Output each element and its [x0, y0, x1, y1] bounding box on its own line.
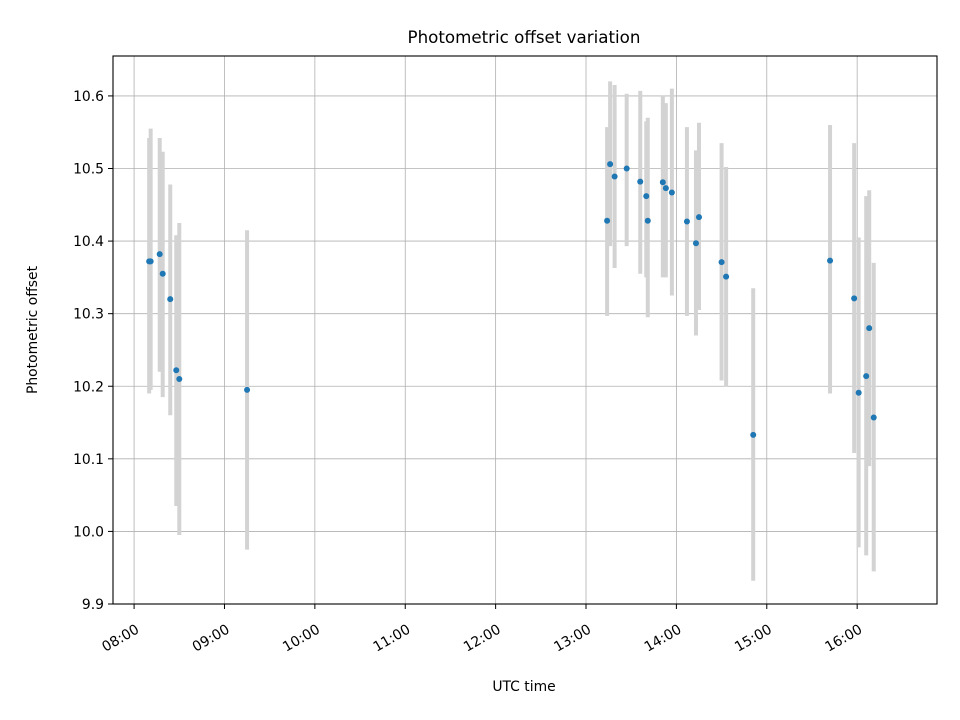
chart-title: Photometric offset variation [408, 27, 641, 47]
data-point [662, 185, 669, 192]
grid [113, 56, 937, 605]
data-point [870, 414, 877, 421]
plot-frame [112, 55, 938, 605]
data-point [863, 373, 870, 380]
x-tick-label: 13:00 [551, 622, 594, 656]
data-point [659, 179, 666, 186]
data-point [607, 161, 614, 168]
x-tick-label: 12:00 [461, 622, 504, 656]
data-point [167, 296, 174, 303]
data-point [623, 165, 630, 172]
x-tick-label: 08:00 [99, 622, 142, 656]
y-tick-label: 10.1 [73, 452, 104, 468]
y-axis-label: Photometric offset [25, 265, 41, 394]
data-point [683, 218, 690, 225]
y-tick-label: 9.9 [82, 597, 104, 613]
y-tick-label: 10.4 [73, 234, 104, 250]
data-point [173, 367, 180, 374]
data-point [611, 173, 618, 180]
data-point [855, 389, 862, 396]
x-tick-label: 15:00 [732, 622, 775, 656]
data-point [147, 258, 154, 265]
data-point [750, 431, 757, 438]
data-point [637, 178, 644, 185]
data-point [827, 257, 834, 264]
data-point [176, 375, 183, 382]
data-points [146, 161, 877, 438]
data-point [723, 273, 730, 280]
data-point [692, 240, 699, 247]
y-tick-label: 10.5 [73, 162, 104, 178]
error-bars [147, 81, 876, 581]
data-point [644, 217, 651, 224]
x-tick-label: 11:00 [371, 622, 414, 656]
x-tick-label: 16:00 [822, 622, 865, 656]
data-point [851, 295, 858, 302]
x-tick-label: 10:00 [280, 622, 323, 656]
y-tick-label: 10.2 [73, 379, 104, 395]
data-point [866, 325, 873, 332]
data-point [668, 189, 675, 196]
y-tick-label: 10.0 [73, 524, 104, 540]
data-point [156, 251, 163, 258]
data-point [244, 386, 251, 393]
data-point [643, 193, 650, 200]
y-tick-label: 10.6 [73, 89, 104, 105]
data-point [695, 214, 702, 221]
data-point [718, 259, 725, 266]
x-tick-label: 14:00 [642, 622, 685, 656]
x-axis: 08:00 09:00 10:00 11:00 12:00 13:00 14:00 15:00… [99, 604, 865, 655]
y-axis: 9.9 10.0 10.1 10.2 10.3 10.4 10.5 10.6 [73, 89, 113, 613]
data-point [604, 217, 611, 224]
x-tick-label: 09:00 [190, 622, 233, 656]
x-axis-label: UTC time [492, 679, 555, 695]
y-tick-label: 10.3 [73, 307, 104, 323]
data-point [159, 270, 166, 277]
